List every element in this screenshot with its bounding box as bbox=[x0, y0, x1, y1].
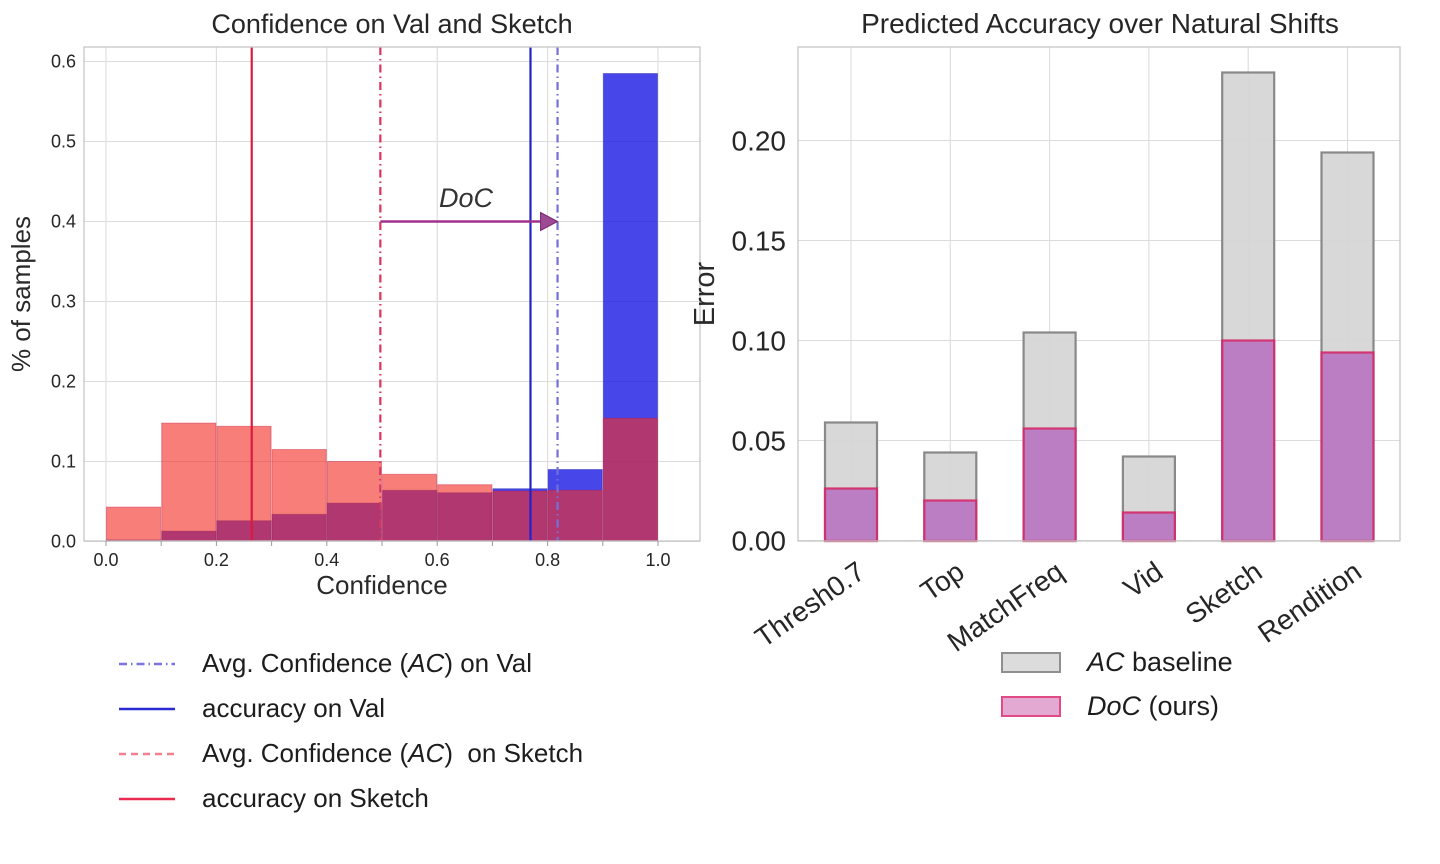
y-tick-label: 0.10 bbox=[732, 326, 787, 357]
y-tick-label: 0.5 bbox=[51, 132, 76, 152]
hist-bar-sketch bbox=[492, 490, 548, 542]
y-tick-label: 0.2 bbox=[51, 372, 76, 392]
hist-bar-sketch bbox=[602, 417, 658, 542]
y-tick-label: 0.1 bbox=[51, 452, 76, 472]
legend-swatch bbox=[1001, 695, 1061, 717]
bar-doc-ours- bbox=[1022, 427, 1077, 543]
legend-line-sample bbox=[119, 662, 175, 665]
doc-arrow-head bbox=[540, 211, 559, 232]
legend-label-italic-part: AC bbox=[408, 648, 445, 678]
legend-label-italic-part: DoC bbox=[1087, 690, 1142, 721]
x-tick-label: 0.6 bbox=[425, 550, 450, 570]
legend-label-part: Avg. Confidence ( bbox=[202, 648, 409, 678]
hist-bar-sketch bbox=[382, 473, 438, 542]
legend-item-label: AC baseline bbox=[1087, 647, 1233, 678]
left-chart-reference-lines bbox=[250, 47, 559, 541]
left-chart-axes bbox=[83, 46, 701, 546]
legend-label-italic-part: AC bbox=[408, 738, 445, 768]
right-chart-axes bbox=[797, 46, 1401, 542]
hist-bar-sketch bbox=[216, 425, 272, 542]
x-tick-label: 0.4 bbox=[314, 550, 339, 570]
legend-item: AC baseline bbox=[1001, 640, 1233, 684]
legend-label-part: Avg. Confidence ( bbox=[202, 738, 409, 768]
hist-bar-sketch bbox=[106, 506, 162, 542]
y-tick-label: 0.05 bbox=[732, 426, 787, 457]
legend-line-sample bbox=[119, 752, 175, 755]
left-chart-ylabel: % of samples bbox=[6, 216, 36, 372]
legend-item: accuracy on Val bbox=[118, 686, 583, 731]
legend-label-part: baseline bbox=[1124, 646, 1233, 677]
bar-doc-ours- bbox=[923, 499, 978, 543]
hist-bar-sketch bbox=[437, 484, 493, 542]
right-chart-gridlines bbox=[798, 47, 1400, 542]
legend-item: Avg. Confidence (AC) on Val bbox=[118, 641, 583, 686]
right-chart-ylabel: Error bbox=[689, 261, 721, 326]
legend-item-label: Avg. Confidence (AC) on Val bbox=[202, 648, 532, 679]
x-category-label: Vid bbox=[1118, 556, 1169, 604]
legend-item: DoC (ours) bbox=[1001, 684, 1233, 728]
legend-item-label: accuracy on Val bbox=[202, 693, 385, 724]
legend-label-part: ) on Sketch bbox=[444, 738, 584, 768]
right-chart-bars bbox=[823, 71, 1375, 543]
legend-label-part: accuracy on Sketch bbox=[202, 783, 429, 813]
hist-bar-sketch bbox=[161, 422, 217, 542]
bar-doc-ours- bbox=[1320, 351, 1375, 543]
legend-item-label: accuracy on Sketch bbox=[202, 783, 429, 814]
y-tick-label: 0.3 bbox=[51, 292, 76, 312]
legend-line-sample bbox=[119, 797, 175, 800]
left-plot-border bbox=[83, 46, 701, 542]
hist-bar-sketch bbox=[547, 489, 603, 542]
legend-item: Avg. Confidence (AC) on Sketch bbox=[118, 731, 583, 776]
x-tick-label: 0.0 bbox=[93, 550, 118, 570]
legend-line-sample bbox=[119, 707, 175, 710]
x-tick-label: 0.2 bbox=[204, 550, 229, 570]
left-chart-legend: Avg. Confidence (AC) on Val accuracy on V… bbox=[118, 641, 583, 821]
left-chart-xlabel: Confidence bbox=[316, 570, 448, 600]
legend-label-part: accuracy on Val bbox=[202, 693, 386, 723]
legend-label-part: (ours) bbox=[1141, 690, 1220, 721]
y-tick-label: 0.20 bbox=[732, 126, 787, 157]
y-tick-label: 0.15 bbox=[732, 226, 787, 257]
right-chart-title: Predicted Accuracy over Natural Shifts bbox=[861, 8, 1339, 39]
legend-item: accuracy on Sketch bbox=[118, 776, 583, 821]
legend-swatch bbox=[1001, 651, 1061, 673]
bar-doc-ours- bbox=[1221, 339, 1276, 543]
legend-item-label: Avg. Confidence (AC) on Sketch bbox=[202, 738, 583, 769]
x-tick-label: 0.8 bbox=[535, 550, 560, 570]
right-plot-border bbox=[797, 46, 1401, 542]
right-chart-legend: AC baseline DoC (ours) bbox=[1001, 640, 1233, 728]
hist-bar-sketch bbox=[271, 449, 327, 542]
legend-label-part: ) on Val bbox=[444, 648, 533, 678]
legend-item-label: DoC (ours) bbox=[1087, 691, 1219, 722]
x-category-label: Thresh0.7 bbox=[749, 556, 870, 654]
y-tick-label: 0.0 bbox=[51, 532, 76, 552]
bar-doc-ours- bbox=[1121, 511, 1177, 543]
x-category-label: Rendition bbox=[1252, 556, 1367, 649]
doc-arrow-label: DoC bbox=[439, 183, 494, 213]
x-category-label: Top bbox=[915, 556, 970, 607]
x-tick-label: 1.0 bbox=[645, 550, 670, 570]
hist-bar-sketch bbox=[326, 461, 382, 542]
doc-arrow bbox=[380, 211, 559, 232]
left-chart-histogram-bars bbox=[106, 73, 658, 542]
left-chart-tick-labels: 0.0 0.1 0.2 0.3 0.4 0.5 0.6 0.0 0.2 0.4 0.6 0.8 1.0 bbox=[51, 52, 671, 571]
y-tick-label: 0.00 bbox=[732, 526, 787, 557]
x-category-label: Sketch bbox=[1180, 556, 1268, 630]
bar-doc-ours- bbox=[823, 487, 879, 543]
legend-label-italic-part: AC bbox=[1087, 646, 1125, 677]
y-tick-label: 0.4 bbox=[51, 212, 76, 232]
y-tick-label: 0.6 bbox=[51, 52, 76, 72]
left-chart-title: Confidence on Val and Sketch bbox=[211, 9, 572, 39]
